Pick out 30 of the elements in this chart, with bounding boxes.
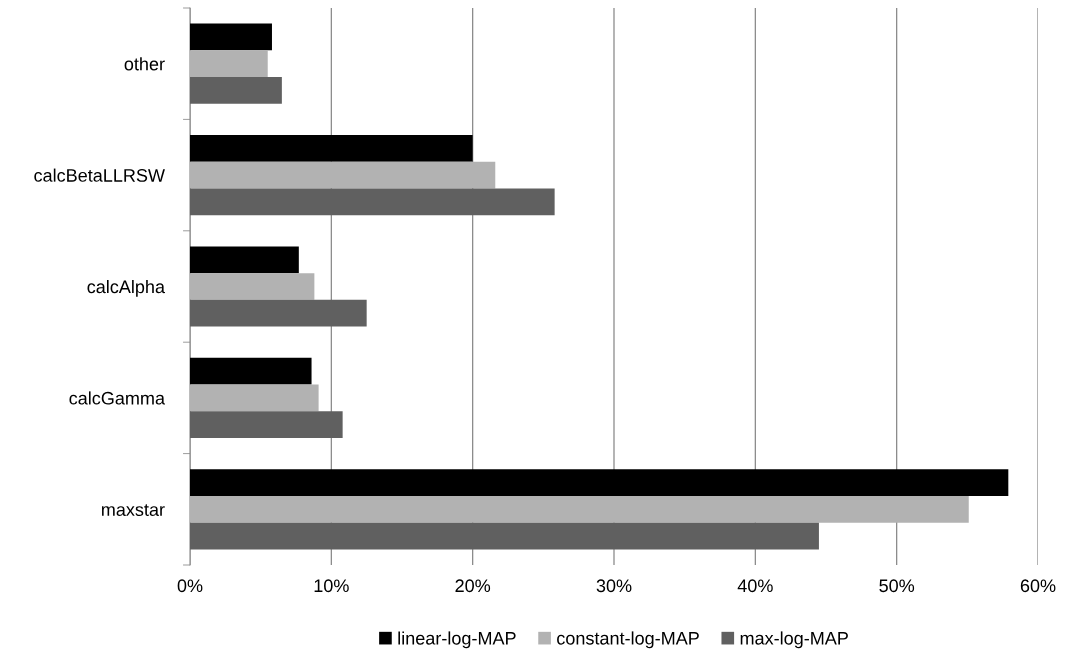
y-tick-label: other: [124, 57, 165, 71]
bar: [190, 411, 343, 438]
legend-label: linear-log-MAP: [398, 631, 516, 649]
bar: [190, 246, 299, 274]
bar: [190, 495, 969, 523]
y-tick-label: calcAlpha: [87, 279, 165, 297]
x-tick-label: 40%: [737, 579, 773, 593]
x-tick-label: 50%: [879, 579, 915, 593]
bar: [190, 161, 496, 189]
bar: [190, 384, 319, 412]
x-tick-label: 60%: [1020, 579, 1056, 593]
bar: [190, 522, 819, 550]
bar: [190, 50, 268, 78]
bar: [190, 77, 282, 104]
bar: [190, 23, 272, 51]
y-tick-label: calcGamma: [69, 391, 165, 405]
bar: [190, 273, 315, 300]
x-tick-label: 30%: [596, 579, 632, 593]
bar: [190, 469, 1009, 496]
bar: [190, 299, 367, 327]
bar: [190, 357, 312, 385]
x-tick-label: 20%: [455, 579, 491, 593]
bar: [190, 135, 473, 162]
x-tick-label: 10%: [314, 579, 349, 593]
legend-label: max-log-MAP: [740, 631, 848, 649]
bar: [190, 188, 555, 216]
legend-label: constant-log-MAP: [557, 631, 699, 649]
x-tick-label: 0%: [177, 579, 203, 593]
y-tick-label: maxstar: [101, 504, 165, 517]
y-tick-label: calcBetaLLRSW: [34, 168, 165, 182]
